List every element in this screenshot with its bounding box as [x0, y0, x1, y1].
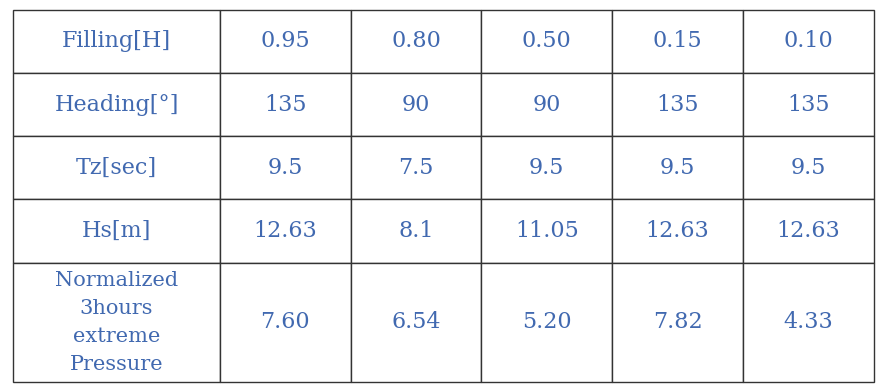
Bar: [742, 10, 873, 73]
Bar: [481, 10, 611, 73]
Bar: [13, 136, 220, 199]
Bar: [350, 199, 481, 263]
Bar: [742, 263, 873, 382]
Text: 7.5: 7.5: [398, 157, 433, 179]
Text: Heading[°]: Heading[°]: [54, 94, 179, 116]
Bar: [611, 136, 742, 199]
Bar: [742, 199, 873, 263]
Bar: [611, 199, 742, 263]
Bar: [13, 73, 220, 136]
Text: 0.15: 0.15: [652, 30, 702, 52]
Bar: [611, 73, 742, 136]
Bar: [13, 10, 220, 73]
Text: 7.82: 7.82: [652, 312, 702, 333]
Text: 12.63: 12.63: [645, 220, 709, 242]
Text: 7.60: 7.60: [260, 312, 309, 333]
Text: 135: 135: [656, 94, 698, 116]
Text: 9.5: 9.5: [789, 157, 825, 179]
Bar: [220, 136, 350, 199]
Bar: [220, 199, 350, 263]
Text: 0.50: 0.50: [521, 30, 571, 52]
Bar: [13, 263, 220, 382]
Text: 4.33: 4.33: [782, 312, 832, 333]
Text: 90: 90: [401, 94, 430, 116]
Text: 135: 135: [264, 94, 306, 116]
Bar: [481, 263, 611, 382]
Bar: [220, 263, 350, 382]
Bar: [611, 10, 742, 73]
Bar: [13, 199, 220, 263]
Text: 12.63: 12.63: [253, 220, 316, 242]
Text: 6.54: 6.54: [391, 312, 440, 333]
Text: 9.5: 9.5: [659, 157, 695, 179]
Text: 9.5: 9.5: [268, 157, 302, 179]
Bar: [350, 73, 481, 136]
Bar: [481, 136, 611, 199]
Text: 5.20: 5.20: [521, 312, 571, 333]
Text: 11.05: 11.05: [514, 220, 578, 242]
Text: 0.10: 0.10: [782, 30, 832, 52]
Text: 8.1: 8.1: [398, 220, 433, 242]
Bar: [742, 136, 873, 199]
Text: 90: 90: [532, 94, 560, 116]
Bar: [220, 10, 350, 73]
Text: Hs[m]: Hs[m]: [82, 220, 152, 242]
Bar: [220, 73, 350, 136]
Text: 0.80: 0.80: [391, 30, 440, 52]
Text: 9.5: 9.5: [528, 157, 563, 179]
Text: 135: 135: [786, 94, 828, 116]
Bar: [481, 199, 611, 263]
Text: 12.63: 12.63: [775, 220, 839, 242]
Text: Normalized
3hours
extreme
Pressure: Normalized 3hours extreme Pressure: [55, 271, 178, 374]
Bar: [350, 136, 481, 199]
Bar: [742, 73, 873, 136]
Text: Tz[sec]: Tz[sec]: [76, 157, 157, 179]
Text: 0.95: 0.95: [260, 30, 309, 52]
Bar: [350, 10, 481, 73]
Bar: [350, 263, 481, 382]
Bar: [611, 263, 742, 382]
Bar: [481, 73, 611, 136]
Text: Filling[H]: Filling[H]: [62, 30, 171, 52]
